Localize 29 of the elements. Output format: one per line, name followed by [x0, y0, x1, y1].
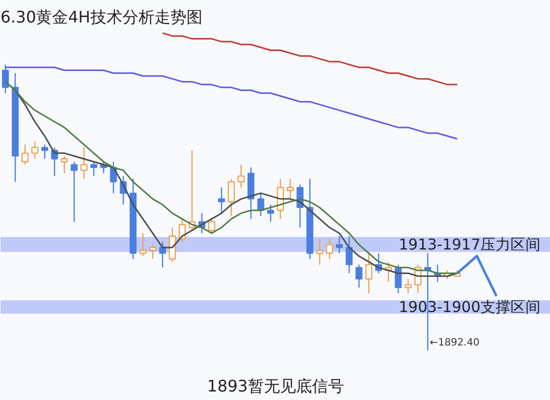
candlestick: [80, 146, 88, 180]
candlestick: [326, 238, 334, 260]
annotation: ←1892.40: [430, 337, 480, 348]
band-label: 1913-1917压力区间: [398, 235, 541, 254]
chart-title: 6.30黄金4H技术分析走势图: [0, 8, 202, 26]
candlestick: [365, 252, 372, 294]
candlestick: [316, 238, 324, 266]
candlestick: [336, 235, 343, 254]
candlestick: [2, 64, 9, 94]
candlestick: [90, 161, 98, 177]
candlestick: [70, 161, 78, 222]
candlestick: [356, 264, 362, 288]
candlestick: [208, 218, 216, 234]
candlestick: [22, 144, 29, 166]
text: 1893暂无见底信号: [207, 376, 344, 396]
candlestick: [60, 155, 68, 174]
band-label: 1903-1900支撑区间: [398, 298, 541, 316]
candlestick: [31, 141, 38, 160]
candlestick: [404, 278, 412, 294]
candlestick: [228, 178, 235, 217]
candlestick: [218, 186, 225, 214]
candlestick: [267, 204, 274, 222]
candlestick: [41, 144, 48, 160]
candlestick: [149, 244, 156, 260]
candlestick: [286, 178, 294, 200]
candlestick: [139, 232, 146, 257]
candlestick: [168, 226, 176, 262]
candlestick: [346, 235, 353, 274]
candlestick: [238, 164, 245, 188]
